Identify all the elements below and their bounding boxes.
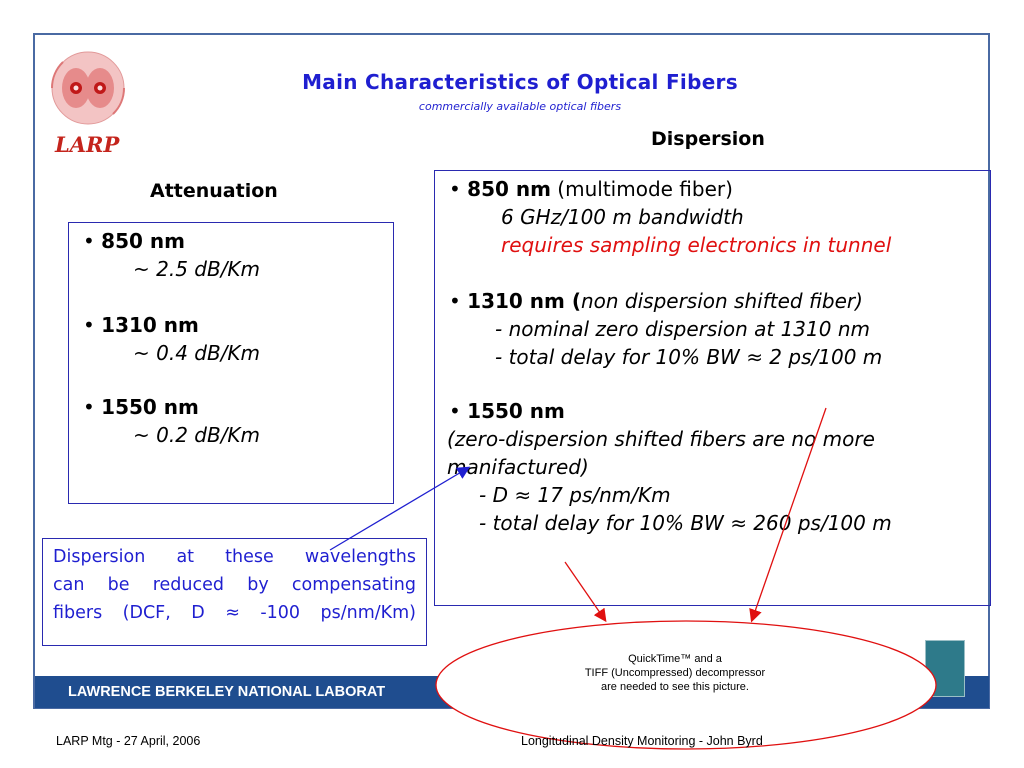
dispersion-detail: - total delay for 10% BW ≈ 2 ps/100 m [495,345,883,369]
science-logo-icon [925,640,965,697]
attenuation-item-1310: • 1310 nm [83,313,199,337]
dispersion-label: 1310 nm ( [467,289,581,313]
slide-title: Main Characteristics of Optical Fibers [302,70,738,94]
attenuation-value: ~ 2.5 dB/Km [133,257,261,281]
dispersion-box: • 850 nm (multimode fiber) 6 GHz/100 m b… [434,170,991,606]
slide-subtitle: commercially available optical fibers [418,100,622,113]
dispersion-detail: manifactured) [447,455,589,479]
dispersion-item-850: • 850 nm (multimode fiber) [449,177,733,201]
dispersion-detail: - total delay for 10% BW ≈ 260 ps/100 m [479,511,892,535]
larp-logo-text: LARP [55,132,120,157]
dispersion-bandwidth: 6 GHz/100 m bandwidth [501,205,744,229]
dispersion-item-1310: • 1310 nm (non dispersion shifted fiber) [449,289,863,313]
dispersion-label: 850 nm [467,177,551,201]
attenuation-item-850: • 850 nm [83,229,185,253]
dispersion-detail: - D ≈ 17 ps/nm/Km [479,483,671,507]
dispersion-requirement: requires sampling electronics in tunnel [501,233,892,257]
dispersion-label-suffix: (multimode fiber) [550,177,733,201]
attenuation-value: ~ 0.4 dB/Km [133,341,261,365]
attenuation-label: 850 nm [101,229,185,253]
attenuation-box: • 850 nm ~ 2.5 dB/Km • 1310 nm ~ 0.4 dB/… [68,222,394,504]
note-line: can be reduced by compensating [53,575,416,595]
placeholder-line: QuickTime™ and a [628,653,722,665]
compensation-note-text: Dispersion at these wavelengths can be r… [53,543,416,627]
quicktime-placeholder: QuickTime™ and a TIFF (Uncompressed) dec… [540,652,810,694]
attenuation-value: ~ 0.2 dB/Km [133,423,261,447]
note-line: fibers (DCF, D ≈ -100 ps/nm/Km) [53,603,416,623]
attenuation-label: 1310 nm [101,313,199,337]
attenuation-label: 1550 nm [101,395,199,419]
dispersion-label-suffix: non dispersion shifted fiber) [580,289,863,313]
footer-meeting: LARP Mtg - 27 April, 2006 [56,734,201,748]
attenuation-heading: Attenuation [150,180,278,202]
dispersion-item-1550: • 1550 nm [449,399,565,423]
note-line: Dispersion at these wavelengths [53,547,416,567]
dispersion-detail: (zero-dispersion shifted fibers are no m… [447,427,875,451]
footer-lab-name: LAWRENCE BERKELEY NATIONAL LABORAT [68,684,386,700]
footer-talk: Longitudinal Density Monitoring - John B… [521,734,763,748]
dispersion-label: 1550 nm [467,399,565,423]
dispersion-heading: Dispersion [651,128,765,150]
attenuation-item-1550: • 1550 nm [83,395,199,419]
placeholder-line: are needed to see this picture. [601,681,749,693]
compensation-note-box: Dispersion at these wavelengths can be r… [42,538,427,646]
dispersion-detail: - nominal zero dispersion at 1310 nm [495,317,870,341]
placeholder-line: TIFF (Uncompressed) decompressor [584,667,766,679]
